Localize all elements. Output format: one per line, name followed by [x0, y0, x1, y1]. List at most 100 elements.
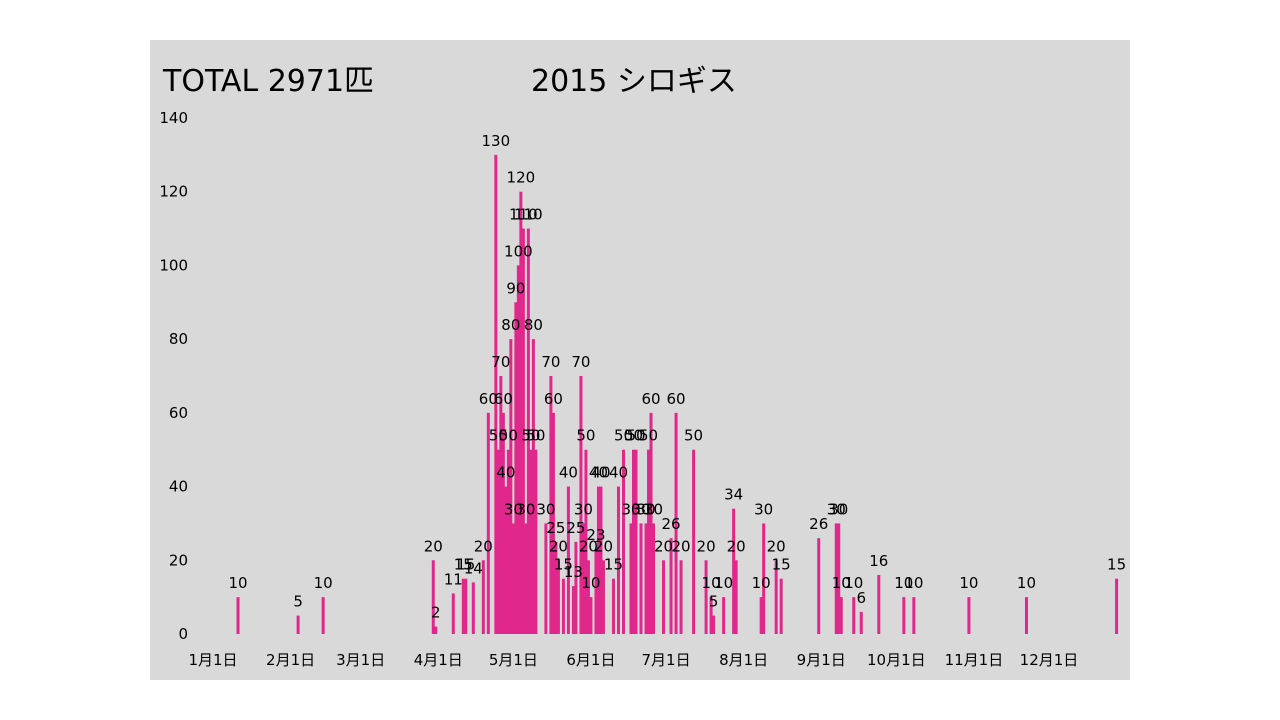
bar [616, 486, 620, 634]
data-label: 50 [521, 427, 540, 445]
y-tick-label: 140 [159, 109, 188, 127]
data-label: 60 [479, 390, 498, 408]
x-tick-label: 4月1日 [414, 651, 463, 669]
bar [451, 593, 455, 634]
bar [712, 615, 716, 634]
bar [589, 597, 593, 634]
data-label: 70 [541, 353, 560, 371]
bar [662, 560, 666, 634]
data-label: 100 [504, 242, 533, 260]
data-label: 2 [431, 604, 441, 622]
bar [834, 523, 838, 634]
bar [732, 508, 736, 634]
bar [431, 560, 435, 634]
data-label: 10 [959, 574, 978, 592]
bar [877, 575, 881, 634]
data-label: 20 [424, 537, 443, 555]
bar [506, 449, 510, 634]
data-label: 5 [293, 593, 303, 611]
data-label: 50 [526, 427, 545, 445]
bar [499, 376, 503, 634]
data-label: 90 [506, 279, 525, 297]
bar [581, 523, 585, 634]
bar [669, 538, 673, 634]
y-tick-label: 100 [159, 256, 188, 274]
bar [734, 560, 738, 634]
data-label: 10 [714, 574, 733, 592]
x-tick-label: 10月1日 [867, 651, 926, 669]
data-label: 10 [752, 574, 771, 592]
bar [481, 560, 485, 634]
data-label: 26 [662, 515, 681, 533]
x-tick-label: 8月1日 [719, 651, 768, 669]
data-label: 30 [631, 500, 650, 518]
data-label: 20 [697, 537, 716, 555]
data-label: 30 [621, 500, 640, 518]
bar [629, 523, 633, 634]
bar [596, 486, 600, 634]
bar [296, 615, 300, 634]
data-label: 20 [672, 537, 691, 555]
data-label: 40 [589, 464, 608, 482]
data-label: 30 [636, 500, 655, 518]
bar [551, 412, 555, 634]
bar [586, 560, 590, 634]
bar [692, 449, 696, 634]
bar [967, 597, 971, 634]
bar [554, 541, 558, 634]
bar [321, 597, 325, 634]
bar [496, 449, 500, 634]
x-tick-label: 11月1日 [945, 651, 1004, 669]
data-label: 70 [571, 353, 590, 371]
x-tick-label: 12月1日 [1020, 651, 1079, 669]
bar [839, 597, 843, 634]
data-label: 20 [579, 537, 598, 555]
y-tick-label: 40 [169, 478, 188, 496]
bar [649, 412, 653, 634]
data-label: 23 [586, 526, 605, 544]
data-label: 50 [684, 427, 703, 445]
bar [579, 376, 583, 634]
bar [461, 578, 465, 634]
bar [837, 523, 841, 634]
bar [521, 228, 525, 635]
bar [601, 560, 605, 634]
x-axis: 1月1日 2月1日 3月1日 4月1日 5月1日 6月1日 7月1日 8月1日 9月1日 10月1… [188, 651, 1078, 669]
data-label: 15 [554, 556, 573, 574]
data-label: 26 [809, 515, 828, 533]
data-label: 10 [894, 574, 913, 592]
x-tick-label: 3月1日 [336, 651, 385, 669]
data-label: 20 [594, 537, 613, 555]
bar [779, 578, 783, 634]
bar [471, 582, 475, 634]
bar [516, 265, 520, 634]
data-label: 15 [1107, 556, 1126, 574]
data-label: 110 [509, 206, 538, 224]
data-label: 120 [507, 169, 536, 187]
data-label: 80 [524, 316, 543, 334]
data-label: 15 [772, 556, 791, 574]
data-label: 25 [546, 519, 565, 537]
x-tick-label: 2月1日 [266, 651, 315, 669]
data-label: 40 [609, 464, 628, 482]
y-tick-label: 20 [169, 551, 188, 569]
bar [679, 560, 683, 634]
bar [859, 611, 863, 634]
bar [514, 302, 518, 634]
data-label: 30 [827, 500, 846, 518]
data-label: 15 [604, 556, 623, 574]
data-label: 40 [591, 464, 610, 482]
data-label: 50 [489, 427, 508, 445]
data-label: 20 [474, 537, 493, 555]
data-label: 30 [754, 500, 773, 518]
data-label: 10 [904, 574, 923, 592]
y-tick-label: 60 [169, 404, 188, 422]
bar [526, 228, 530, 635]
bar [722, 597, 726, 634]
data-label: 60 [544, 390, 563, 408]
bar [632, 449, 636, 634]
bar [509, 339, 513, 634]
bar [704, 560, 708, 634]
bar [524, 523, 528, 634]
